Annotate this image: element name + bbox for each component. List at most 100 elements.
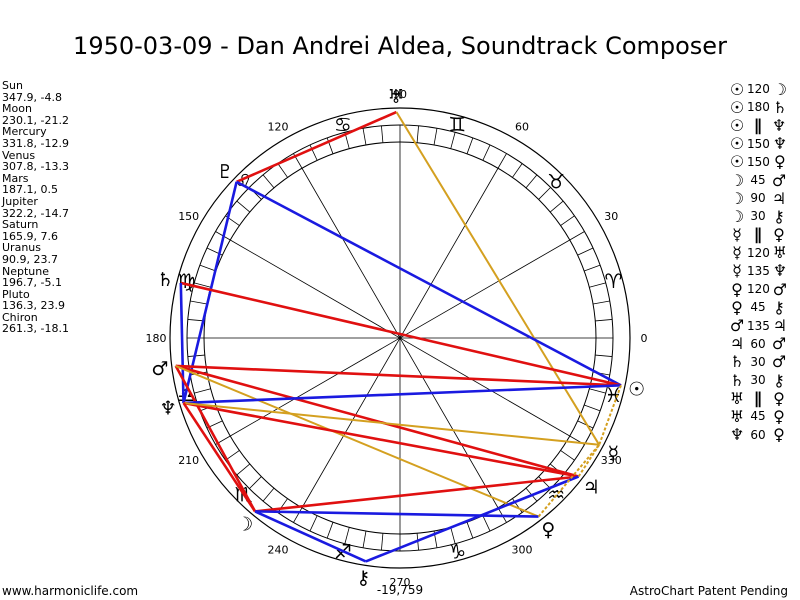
aspect-angle: 135: [747, 263, 770, 278]
aspect-planet-2-icon: ⚷: [773, 297, 785, 317]
degree-tick: [199, 264, 216, 272]
degree-tick: [482, 515, 491, 532]
aspect-line: [537, 444, 600, 518]
aspect-planet-1-icon: ☉: [729, 134, 745, 154]
aspect-angle: ∥: [754, 115, 762, 135]
degree-tick: [466, 137, 474, 154]
planet-coords: 90.9, 23.7: [2, 252, 58, 266]
degree-label: 270: [390, 576, 411, 589]
degree-tick: [569, 231, 585, 241]
aspect-row: ☽ 90 ♃: [727, 188, 790, 208]
aspect-planet-2-icon: ♃: [771, 188, 787, 208]
aspect-angle: ∥: [754, 225, 762, 245]
bottom-value: -19,759: [377, 583, 423, 597]
degree-tick: [450, 527, 456, 544]
degree-label: 300: [512, 543, 533, 556]
degree-label: 120: [268, 121, 289, 134]
aspect-row: ♀ 120 ♂: [727, 279, 790, 299]
degree-labels: 0 30 60 90 120 150 180 210 240 270 300 330: [146, 88, 648, 589]
aspect-planet-2-icon: ♆: [771, 115, 787, 135]
aspect-planet-2-icon: ♄: [772, 97, 788, 117]
degree-label: 330: [601, 454, 622, 467]
planet-glyph-icon: ☿: [607, 442, 619, 464]
degree-tick: [589, 388, 606, 394]
degree-tick: [538, 187, 551, 200]
degree-label: 180: [146, 332, 167, 345]
planet-glyph-icon: ☽: [236, 514, 253, 536]
planet-name: Mercury: [2, 125, 47, 139]
zodiac-sign-icon: ♑: [448, 539, 466, 563]
aspect-planet-2-icon: ⚷: [773, 370, 785, 390]
aspect-angle: 120: [747, 245, 770, 260]
degree-label: 90: [393, 88, 407, 101]
aspect-planet-2-icon: ♆: [772, 134, 788, 154]
house-division-lines: [204, 142, 596, 534]
degree-tick: [277, 498, 288, 513]
aspect-line: [236, 180, 622, 387]
aspect-row: ♅ 45 ♀: [727, 406, 790, 426]
planet-name: Pluto: [2, 287, 30, 301]
aspect-row: ♅ ∥ ♀: [727, 388, 790, 408]
aspect-planet-1-icon: ♀: [731, 279, 743, 299]
aspect-line: [180, 281, 622, 387]
aspect-planet-2-icon: ♆: [772, 261, 788, 281]
aspect-planet-2-icon: ♀: [773, 406, 785, 426]
degree-tick: [225, 450, 240, 461]
aspect-angle: 45: [750, 409, 766, 424]
degree-tick: [560, 215, 575, 226]
degree-label: 30: [604, 210, 618, 223]
aspect-planet-1-icon: ♀: [731, 297, 743, 317]
aspect-line: [174, 365, 257, 513]
degree-tick: [194, 388, 211, 394]
aspect-line: [255, 510, 539, 518]
degree-label: 150: [178, 210, 199, 223]
planet-glyph-icon: ☉: [628, 379, 645, 401]
aspect-line: [183, 401, 600, 446]
zodiac-sign-icon: ♈: [605, 269, 623, 293]
aspect-row: ☉ 120 ☽: [727, 79, 790, 99]
aspect-line: [395, 111, 601, 446]
aspect-angle: 120: [747, 282, 770, 297]
degree-tick: [249, 476, 262, 489]
aspect-line: [598, 385, 622, 446]
degree-tick: [584, 404, 601, 412]
degree-tick: [466, 522, 474, 539]
degree-tick: [293, 507, 303, 523]
planet-name: Venus: [2, 148, 36, 162]
degree-tick: [595, 354, 613, 357]
degree-tick: [525, 174, 538, 189]
planet-glyph-icon: ♇: [217, 161, 234, 183]
aspect-angle: 135: [747, 318, 770, 333]
planet-coords: 196.7, -5.1: [2, 276, 62, 290]
planet-glyph-icon: ♄: [157, 269, 174, 291]
planet-coords: 165.9, 7.6: [2, 229, 58, 243]
aspect-planet-1-icon: ♅: [729, 388, 745, 408]
aspect-list: ☉ 120 ☽ ☉ 180 ♄ ☉ ∥ ♆ ☉ 150 ♆ ☉ 150 ♀ ☽ 45 ♂ ☽ 90 ♃ ☽ 30 ⚷ ☿ ∥ ♀ ☿ 1…: [727, 79, 790, 445]
aspect-angle: 45: [750, 300, 766, 315]
zodiac-signs: ♈♉♊♋♌♍♎♏♐♑♒♓: [178, 113, 623, 564]
website-link[interactable]: www.harmoniclife.com: [2, 584, 139, 598]
degree-tick: [433, 128, 438, 146]
aspect-planet-1-icon: ☉: [729, 79, 745, 99]
aspect-angle: 30: [750, 373, 766, 388]
planet-coords: 230.1, -21.2: [2, 113, 69, 127]
degree-tick: [538, 476, 551, 489]
aspect-planet-1-icon: ☽: [729, 188, 745, 208]
zodiac-sign-icon: ♉: [547, 170, 565, 194]
aspect-planet-1-icon: ☽: [729, 206, 745, 226]
zodiac-sign-icon: ♋: [334, 113, 352, 137]
planet-markers: ☉ ☽ ☿ ♀ ♂ ♃ ♄ ♅ ♆ ♇ ⚷: [151, 86, 645, 589]
aspect-line: [254, 510, 367, 563]
planet-coords: 136.3, 23.9: [2, 299, 65, 313]
aspect-angle: ∥: [754, 388, 762, 408]
planet-name: Uranus: [2, 241, 41, 255]
outer-circle: [169, 107, 631, 569]
planet-glyph-icon: ♃: [583, 476, 600, 498]
aspect-row: ☿ ∥ ♀: [727, 225, 790, 245]
aspect-planet-1-icon: ♆: [729, 425, 745, 445]
aspect-planet-1-icon: ☉: [729, 152, 745, 172]
aspect-planet-1-icon: ☿: [732, 261, 742, 281]
planet-glyph-icon: ♀: [541, 519, 555, 541]
planet-coords: 307.8, -13.3: [2, 160, 69, 174]
